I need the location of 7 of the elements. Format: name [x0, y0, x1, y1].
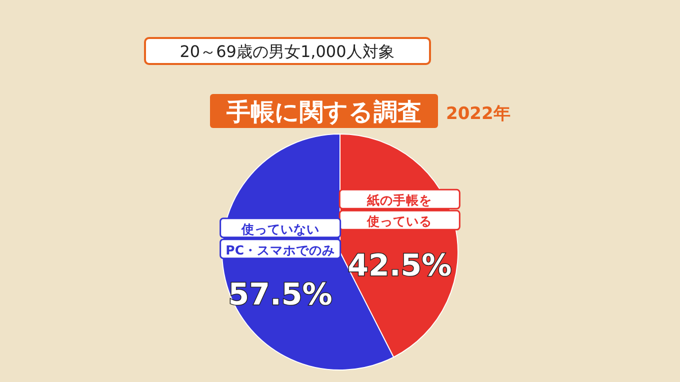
text: 2022年: [446, 104, 510, 124]
data-label: 57.5%: [228, 277, 332, 312]
chart-title: 手帳に関する調査: [226, 98, 422, 126]
chart-subtitle: 20～69歳の男女1,000人対象: [180, 42, 394, 61]
data-label: 42.5%: [348, 248, 452, 284]
slice-label: 使っていないPC・スマホでのみ: [226, 221, 336, 258]
slice-label: 紙の手帳を使っている: [366, 192, 432, 229]
